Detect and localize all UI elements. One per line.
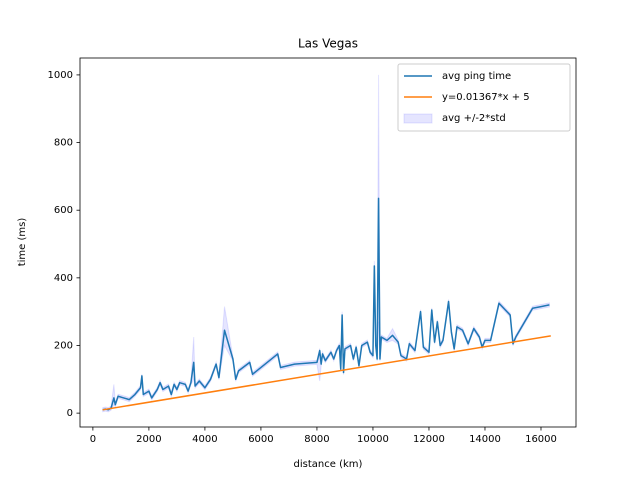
y-tick-label: 800 <box>54 138 73 149</box>
x-tick-label: 16000 <box>525 434 557 445</box>
fit-line <box>102 335 551 411</box>
y-tick-label: 1000 <box>48 70 73 81</box>
x-tick-label: 0 <box>90 434 96 445</box>
x-tick-label: 12000 <box>413 434 445 445</box>
y-axis-label: time (ms) <box>17 218 28 267</box>
x-tick-label: 10000 <box>357 434 389 445</box>
x-tick-label: 2000 <box>136 434 161 445</box>
y-tick-label: 400 <box>54 273 73 284</box>
legend-label: avg ping time <box>442 71 511 82</box>
x-axis-label: distance (km) <box>294 459 363 470</box>
legend-label: avg +/-2*std <box>442 113 506 124</box>
legend-swatch <box>403 113 433 124</box>
y-tick-label: 600 <box>54 205 73 216</box>
chart-title: Las Vegas <box>298 37 358 51</box>
y-tick-label: 0 <box>67 408 73 419</box>
x-tick-label: 8000 <box>304 434 329 445</box>
plot-frame <box>79 57 577 428</box>
y-tick-label: 200 <box>54 340 73 351</box>
legend-box <box>397 63 571 132</box>
x-tick-label: 14000 <box>469 434 501 445</box>
x-tick-label: 4000 <box>192 434 217 445</box>
x-tick-label: 6000 <box>248 434 273 445</box>
avg-line <box>102 197 550 411</box>
legend-label: y=0.01367*x + 5 <box>442 92 530 103</box>
